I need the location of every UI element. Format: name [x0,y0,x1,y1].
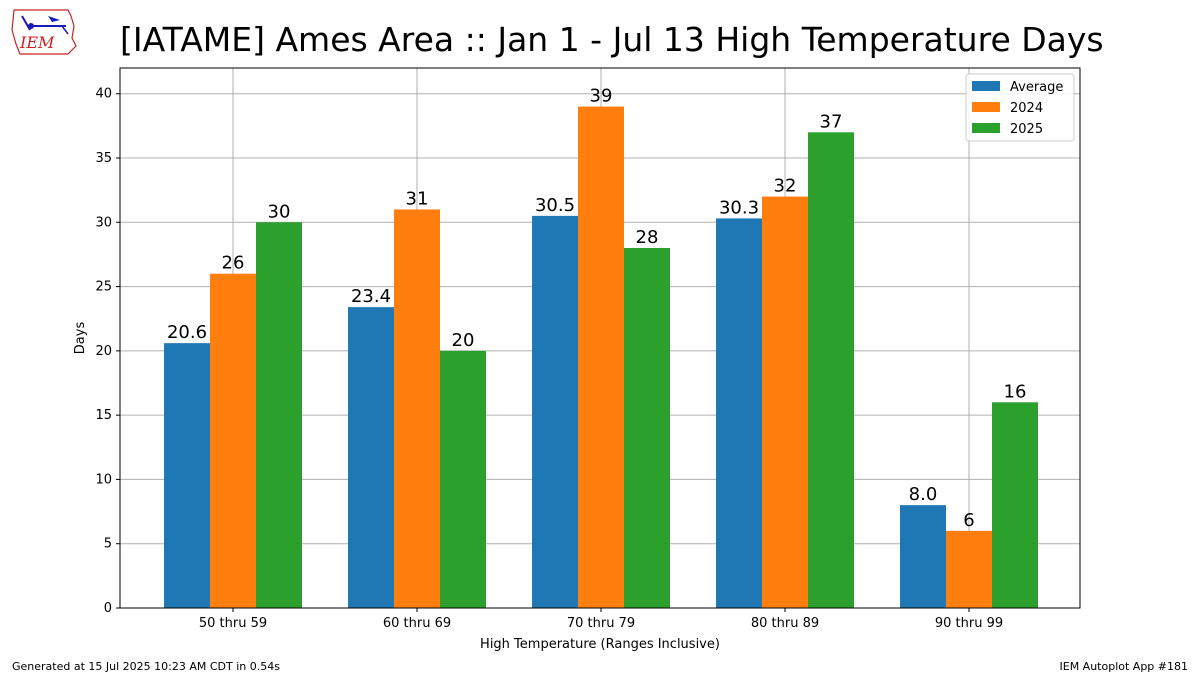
bar-average-0 [164,343,210,608]
data-label: 23.4 [351,286,391,307]
legend: Average 2024 2025 [965,73,1075,142]
legend-swatch-average [972,81,1000,91]
legend-label: 2025 [1010,122,1043,137]
y-tick-label: 25 [95,280,112,295]
bar-2025-0 [256,222,302,609]
y-tick-label: 35 [95,151,112,166]
legend-label: Average [1010,80,1063,95]
data-labels: 20.6 23.4 30.5 30.3 8.0 26 31 39 32 6 30 20 28 37 16 [167,86,1026,531]
data-label: 16 [1004,381,1027,402]
data-label: 30.3 [719,197,759,218]
bar-2025-2 [624,248,670,608]
plot-frame [119,67,1081,609]
svg-text:IEM: IEM [19,33,55,52]
x-tick-label: 50 thru 59 [199,616,267,631]
bar-average-1 [348,307,394,608]
data-label: 28 [636,227,659,248]
data-label: 30 [268,201,291,222]
data-label: 6 [963,510,974,531]
y-tick-label: 15 [95,408,112,423]
legend-label: 2024 [1010,101,1043,116]
legend-swatch-2024 [972,102,1000,112]
y-tick-label: 10 [95,472,112,487]
x-tick-label: 80 thru 89 [751,616,819,631]
legend-swatch-2025 [972,123,1000,133]
bar-average-4 [900,505,946,608]
footer-generated-text: Generated at 15 Jul 2025 10:23 AM CDT in… [12,660,280,673]
bar-2025-1 [440,350,486,608]
y-tick-label: 40 [95,87,112,102]
x-axis-label: High Temperature (Ranges Inclusive) [480,637,720,652]
bar-2025-3 [808,132,854,609]
data-label: 20.6 [167,322,207,343]
page-title: [IATAME] Ames Area :: Jan 1 - Jul 13 Hig… [120,20,1104,59]
data-label: 8.0 [909,484,938,505]
data-label: 30.5 [535,195,575,216]
bar-average-3 [716,218,762,608]
y-axis-label: Days [73,322,88,355]
y-tick-label: 20 [95,344,112,359]
x-tick-label: 60 thru 69 [383,616,451,631]
bar-2024-1 [394,209,440,608]
y-tick-label: 0 [104,601,112,616]
bar-2024-3 [762,196,808,609]
x-tick-label: 70 thru 79 [567,616,635,631]
footer-app-text: IEM Autoplot App #181 [1059,660,1189,673]
bars [164,106,1038,609]
bar-2025-4 [992,402,1038,608]
data-label: 26 [222,253,245,274]
data-label: 20 [452,330,475,351]
axes: 0 5 10 15 20 25 30 35 40 50 thru 59 60 thru 69 70 t… [95,87,1003,631]
bar-2024-2 [578,106,624,609]
bar-2024-0 [210,273,256,608]
x-tick-label: 90 thru 99 [935,616,1003,631]
data-label: 32 [774,176,797,197]
data-label: 39 [590,86,613,107]
y-tick-label: 30 [95,215,112,230]
bar-average-2 [532,215,578,608]
data-label: 31 [406,188,429,209]
iem-logo: IEM [8,6,82,62]
bar-2024-4 [946,530,992,608]
y-tick-label: 5 [104,537,112,552]
data-label: 37 [820,111,843,132]
